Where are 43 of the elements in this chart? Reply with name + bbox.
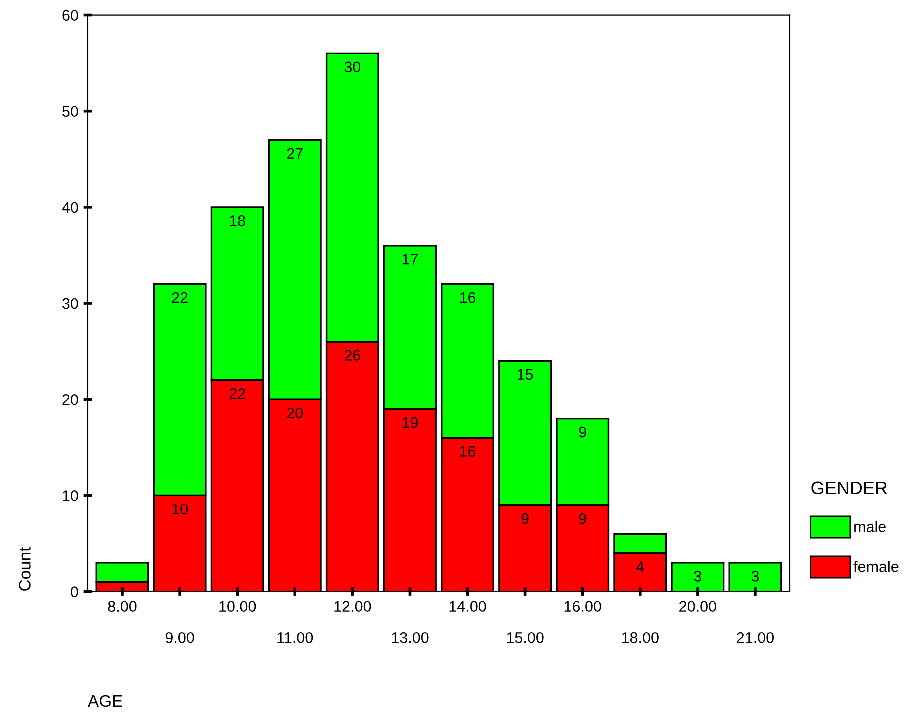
- data-label: 3: [694, 571, 702, 582]
- x-tick-label: 8.00: [108, 601, 137, 612]
- x-tick-label: 18.00: [622, 632, 659, 644]
- y-tick-label: 0: [71, 586, 78, 598]
- data-label: 20: [287, 408, 304, 419]
- x-tick-label: 12.00: [334, 601, 372, 612]
- data-label: 9: [579, 426, 586, 438]
- data-label: 16: [460, 292, 476, 304]
- data-label: 27: [287, 148, 303, 159]
- x-tick-label: 14.00: [450, 601, 486, 612]
- data-label: 26: [344, 350, 360, 361]
- legend-label: female: [854, 561, 899, 572]
- x-tick-label: 20.00: [680, 601, 716, 612]
- legend-title: GENDER: [812, 482, 888, 495]
- x-tick-label: 11.00: [278, 632, 314, 644]
- legend-label: male: [854, 521, 886, 532]
- y-tick-label: 20: [62, 394, 78, 406]
- data-label: 18: [230, 216, 246, 226]
- x-tick-label: 15.00: [507, 632, 544, 644]
- y-axis-title: Count: [19, 547, 31, 591]
- data-label: 9: [522, 513, 529, 524]
- x-tick-label: 16.00: [564, 601, 602, 612]
- y-tick-label: 40: [62, 202, 78, 214]
- y-tick-label: 30: [62, 298, 78, 310]
- x-tick-label: 9.00: [166, 632, 194, 644]
- x-tick-label: 13.00: [392, 632, 429, 644]
- data-label: 9: [579, 513, 586, 524]
- data-label: 10: [172, 504, 188, 515]
- data-label: 19: [402, 417, 418, 428]
- data-label: 22: [172, 292, 188, 304]
- data-label: 15: [518, 369, 534, 380]
- data-label: 4: [636, 562, 644, 572]
- x-axis-title: AGE: [88, 695, 122, 708]
- data-label: 22: [230, 388, 246, 400]
- y-tick-label: 60: [62, 10, 78, 21]
- data-label: 30: [344, 62, 361, 73]
- y-tick-label: 50: [62, 106, 78, 118]
- data-label: 16: [460, 446, 476, 457]
- x-tick-label: 21.00: [737, 632, 774, 644]
- data-label: 17: [402, 254, 418, 265]
- data-label: 3: [752, 571, 760, 582]
- x-tick-label: 10.00: [220, 601, 256, 612]
- y-tick-label: 10: [63, 490, 78, 502]
